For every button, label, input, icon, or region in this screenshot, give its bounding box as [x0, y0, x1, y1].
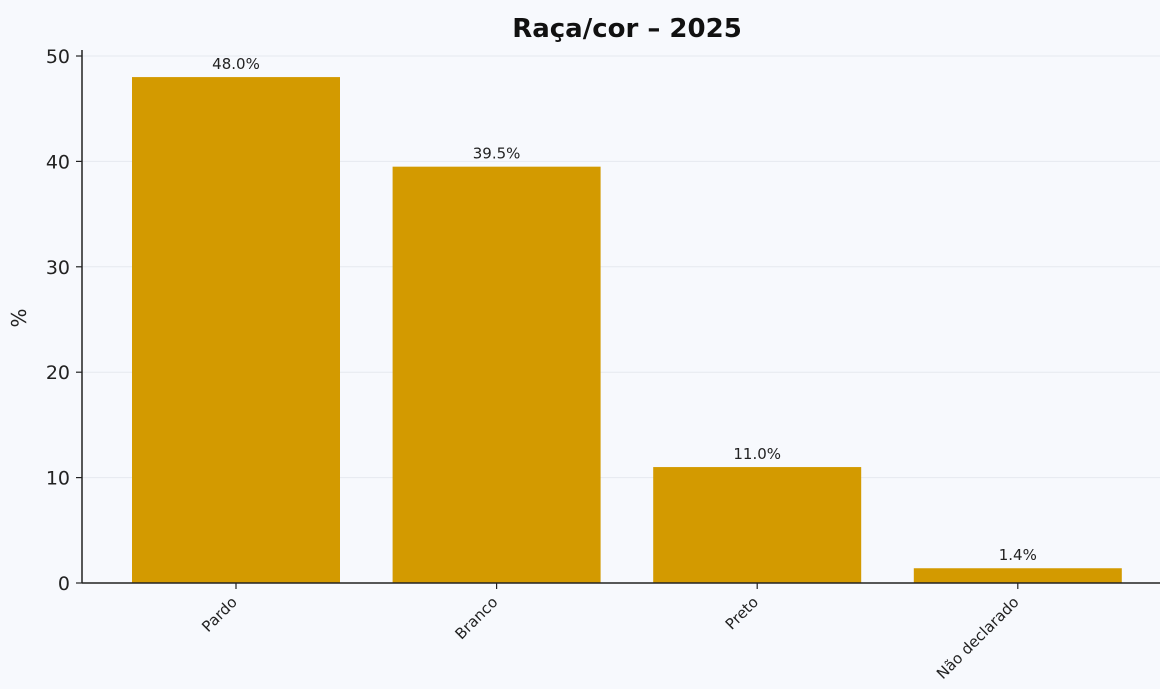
- chart-title: Raça/cor – 2025: [512, 14, 742, 44]
- y-tick-label-10: 10: [46, 468, 70, 490]
- x-tick-label-3: Não declarado: [933, 593, 1023, 683]
- bar-branco: [392, 166, 601, 584]
- data-label-0: 48.0%: [212, 55, 260, 73]
- x-tick-label-2: Preto: [722, 593, 762, 633]
- y-tick-label-40: 40: [46, 151, 70, 173]
- y-tick-label-20: 20: [46, 362, 70, 384]
- axes: [76, 50, 1160, 589]
- data-label-1: 39.5%: [473, 145, 521, 163]
- bar-pardo: [132, 77, 340, 583]
- x-tick-label-1: Branco: [452, 593, 502, 643]
- bar-não-declarado: [913, 568, 1122, 583]
- y-tick-label-50: 50: [46, 46, 70, 68]
- bars: [132, 77, 1122, 584]
- bar-preto: [653, 467, 862, 583]
- y-tick-label-30: 30: [46, 257, 70, 279]
- y-tick-label-0: 0: [58, 573, 70, 595]
- data-label-2: 11.0%: [733, 445, 781, 463]
- x-tick-label-0: Pardo: [198, 593, 241, 636]
- y-axis-label: %: [7, 308, 31, 327]
- data-label-3: 1.4%: [999, 546, 1037, 564]
